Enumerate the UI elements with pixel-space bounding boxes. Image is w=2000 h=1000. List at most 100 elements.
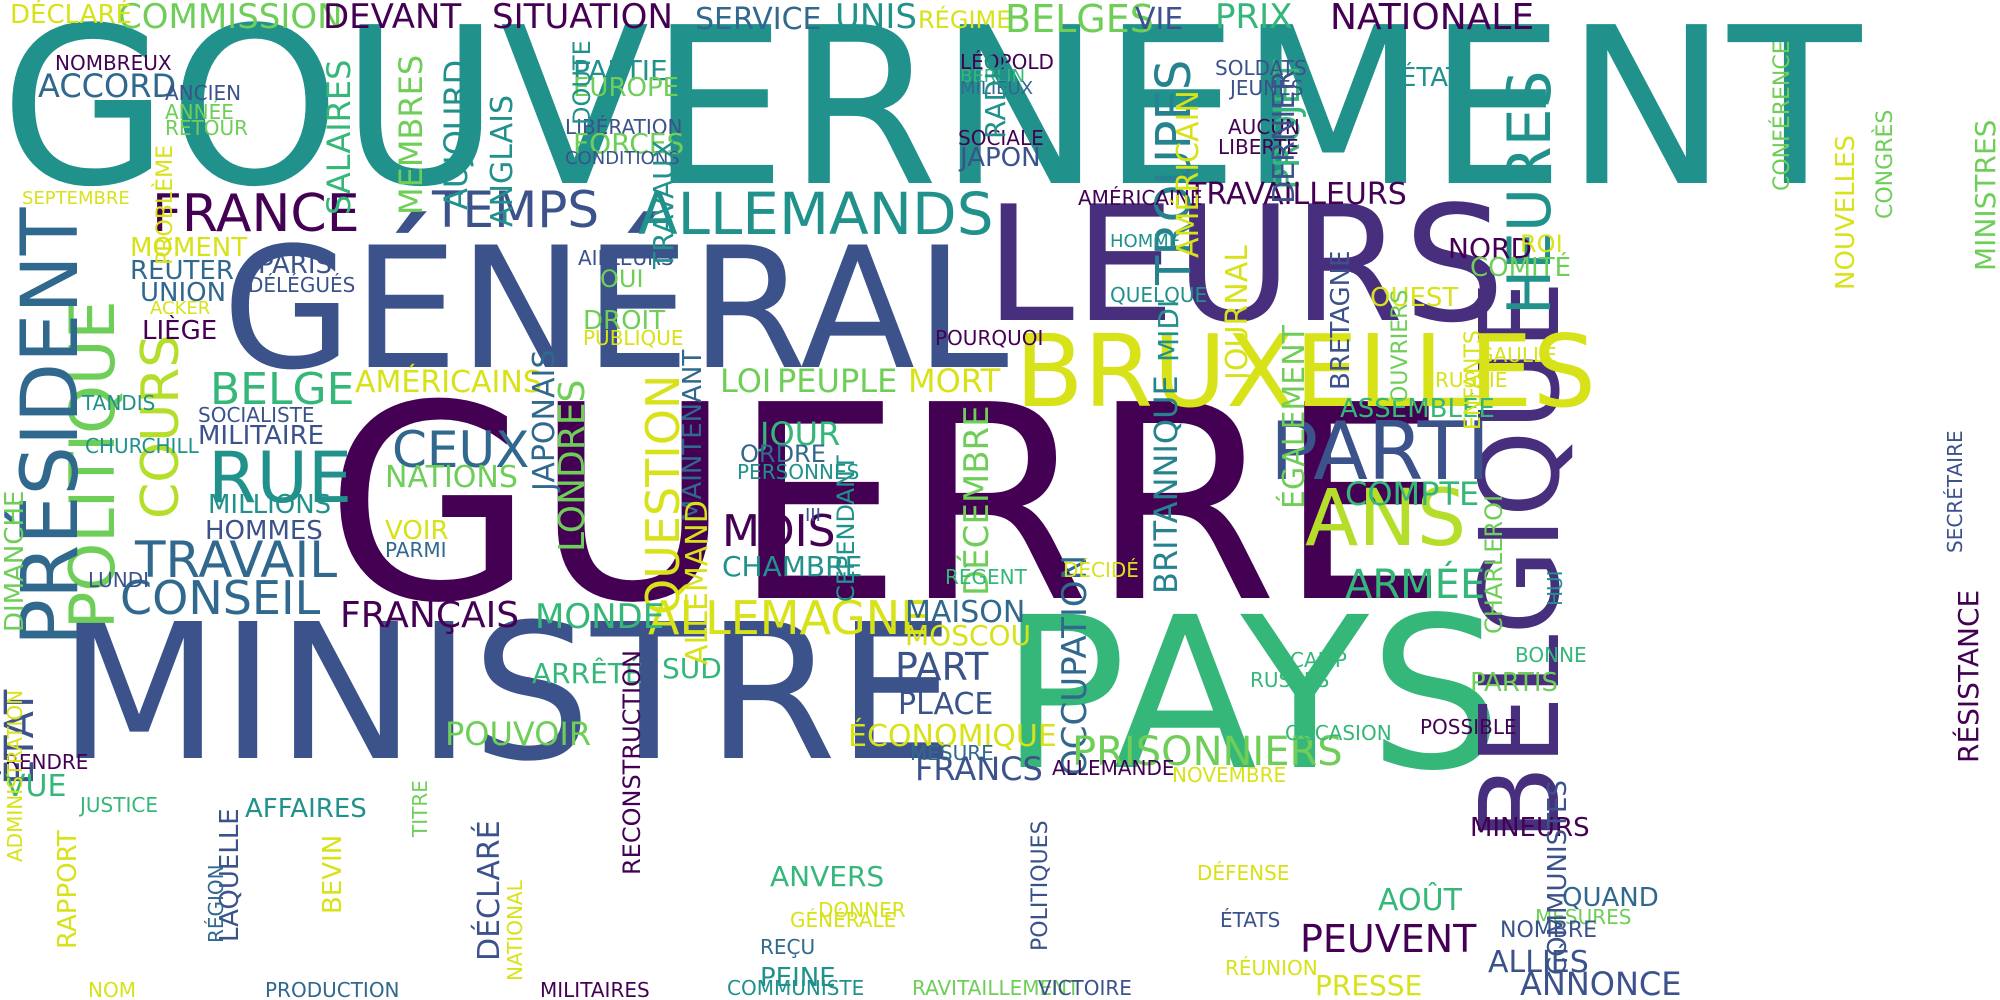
word-américains: AMÉRICAINS (355, 365, 542, 400)
word-camp: CAMP (1290, 648, 1347, 672)
word-lundi: LUNDI (88, 568, 150, 592)
word-soldats: SOLDATS (1215, 56, 1307, 80)
word-moment: MOMENT (130, 233, 248, 263)
word-léopold: LÉOPOLD (960, 50, 1054, 74)
word-radio: RADIO (979, 49, 1012, 139)
word-compte: COMPTE (1345, 475, 1480, 513)
word-union: UNION (140, 278, 227, 308)
word-churchill: CHURCHILL (85, 434, 199, 458)
word-maintenant: MAINTENANT (678, 349, 708, 522)
word-berlin: BERLIN (960, 66, 1026, 87)
word-victoire: VICTOIRE (1038, 976, 1132, 1000)
word-vie: VIE (1135, 2, 1184, 37)
word-personnes: PERSONNES (737, 460, 860, 484)
word-travaux: TRAVAUX (647, 140, 680, 269)
word-mois: MOIS (722, 506, 836, 557)
word-liberté: LIBERTÉ (1218, 135, 1299, 159)
word-maison: MAISON (905, 595, 1026, 630)
word-hommes: HOMMES (205, 516, 323, 546)
word-pourquoi: POURQUOI (935, 326, 1044, 350)
word-congrès: CONGRÈS (1873, 109, 1898, 219)
word-unis: UNIS (835, 0, 917, 37)
word-accord: ACCORD (38, 67, 177, 105)
word-midi: MIDI (1152, 299, 1185, 362)
word-oui: OUI (600, 265, 644, 293)
word-mort: MORT (908, 362, 1001, 400)
word-prix: PRIX (1215, 0, 1293, 37)
word-moscou: MOSCOU (905, 619, 1032, 652)
word-militaires: MILITAIRES (540, 978, 650, 1000)
word-homme: HOMME (1110, 231, 1181, 252)
word-année: ANNÉE (165, 100, 234, 124)
word-publique: PUBLIQUE (583, 326, 684, 350)
word-ravitaillement: RAVITAILLEMENT (912, 976, 1080, 1000)
word-nord: NORD (1448, 232, 1532, 265)
word-travail: TRAVAIL (135, 531, 338, 589)
word-gaulle: GAULLE (1478, 343, 1557, 367)
word-conseil: CONSEIL (120, 571, 321, 625)
word-français: FRANÇAIS (340, 595, 520, 636)
word-possible: POSSIBLE (1420, 715, 1517, 739)
word-jeunes: JEUNES (1230, 76, 1304, 100)
word-commission: COMMISSION (118, 0, 343, 37)
word-ancien: ANCIEN (165, 81, 242, 105)
word-allemands: ALLEMANDS (638, 180, 994, 248)
word-dernier: DERNIER (1267, 70, 1302, 204)
word-partis: PARTIS (1470, 668, 1559, 698)
word-droit: DROIT (583, 306, 666, 336)
word-ans: ANS (1305, 474, 1467, 564)
word-aucun: AUCUN (1228, 115, 1300, 139)
word-bretagne: BRETAGNE (1326, 250, 1356, 390)
word-bruxelles: BRUXELLES (1015, 313, 1597, 430)
word-mineurs: MINEURS (1470, 813, 1590, 843)
word-donner: DONNER (818, 898, 906, 922)
word-ministres: MINISTRES (1969, 119, 2000, 271)
word-japonais: JAPONAIS (527, 349, 562, 491)
word-nouvelles: NOUVELLES (1831, 134, 1861, 290)
word-aujourd: AUJOURD (437, 59, 475, 210)
word-résistance: RÉSISTANCE (1952, 589, 1985, 763)
word-temps: TEMPS (432, 181, 600, 239)
word-communistes: COMMUNISTES (1543, 780, 1573, 975)
word-armée: ARMÉE (1345, 562, 1486, 608)
word-américaine: AMÉRICAINE (1078, 186, 1203, 210)
word-acker: ACKER (150, 298, 211, 319)
word-nations: NATIONS (385, 460, 518, 495)
word-administration: ADMINISTRATION (3, 689, 27, 862)
word-réunion: RÉUNION (1225, 956, 1318, 980)
word-ouest: OUEST (1370, 283, 1459, 313)
word-socialiste: SOCIALISTE (198, 403, 315, 427)
word-japon: JAPON (960, 143, 1041, 173)
word-mesures: MESURES (1535, 905, 1632, 929)
word-pouvoir: POUVOIR (445, 715, 592, 753)
word-britannique: BRITANNIQUE (1147, 375, 1185, 594)
word-ouvriers: OUVRIERS (1388, 289, 1413, 403)
word-état: ÉTAT (1400, 63, 1462, 93)
word-quelque: QUELQUE (1110, 283, 1208, 307)
word-bonne: BONNE (1515, 643, 1587, 667)
word-nom: NOM (88, 978, 136, 1000)
word-conférence: CONFÉRENCE (1770, 40, 1795, 191)
word-dimanche: DIMANCHE (0, 490, 30, 633)
word-allemagne: ALLEMAGNE (648, 591, 930, 645)
word-défense: DÉFENSE (1197, 861, 1290, 885)
word-charleroi: CHARLEROI (1480, 494, 1508, 634)
word-générale: GÉNÉRALE (790, 908, 897, 932)
word-peine: PEINE (760, 963, 836, 993)
word-rapport: RAPPORT (53, 830, 83, 949)
word-allemande: ALLEMANDE (1052, 756, 1175, 780)
word-cours: COURS (131, 334, 191, 519)
word-secrétaire: SECRÉTAIRE (1943, 430, 1967, 553)
word-francs: FRANCS (915, 750, 1043, 788)
word-ordre: ORDRE (740, 440, 826, 468)
word-national: NATIONAL (503, 880, 527, 981)
word-états: ÉTATS (1220, 908, 1281, 932)
word-journal: JOURNAL (1220, 245, 1255, 380)
word-économique: ÉCONOMIQUE (848, 719, 1057, 754)
word-monde: MONDE (535, 597, 665, 637)
word-quand: QUAND (1562, 883, 1659, 913)
word-parmi: PARMI (385, 538, 447, 562)
word-peuvent: PEUVENT (1300, 917, 1477, 961)
word-occasion: OCCASION (1285, 721, 1392, 745)
